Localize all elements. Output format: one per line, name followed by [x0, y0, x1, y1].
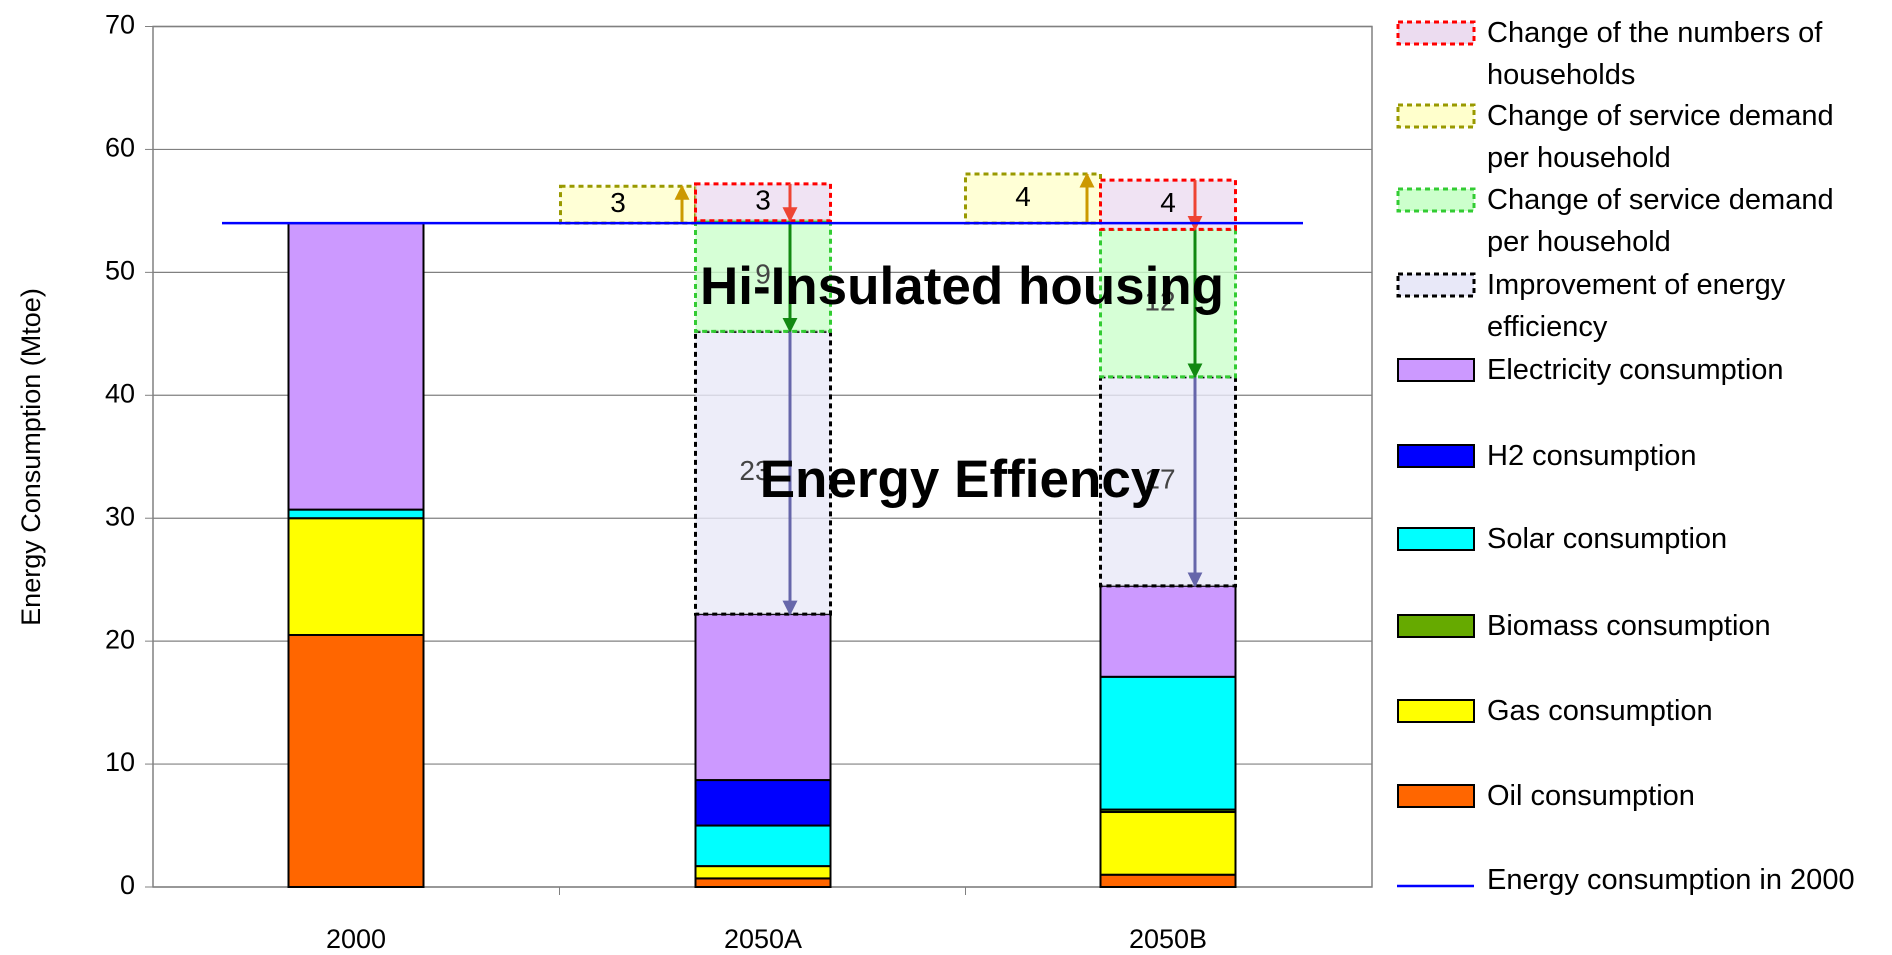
legend-swatch: [1396, 272, 1476, 298]
legend-swatch: [1397, 614, 1475, 638]
bar-segment: [1099, 873, 1237, 889]
data-label: 4: [1160, 187, 1176, 218]
data-label: 23: [739, 455, 770, 486]
data-label: 4: [1015, 181, 1031, 212]
x-tick-label: 2050B: [1129, 924, 1207, 954]
bar-segment: [287, 508, 425, 520]
data-label: 9: [755, 258, 771, 289]
x-tick-label: 2000: [326, 924, 386, 954]
legend-label: Solar consumption: [1487, 523, 1728, 555]
y-tick-label: 20: [105, 624, 135, 654]
annotation: Energy Effiency: [760, 450, 1161, 509]
legend-swatch: [1397, 358, 1475, 382]
bar-segment: [694, 219, 832, 333]
legend-label: Oil consumption: [1487, 780, 1695, 812]
bar-segment: [694, 182, 832, 223]
bar-segment: [287, 517, 425, 636]
legend-label: Biomass consumption: [1487, 610, 1771, 642]
y-tick-label: 30: [105, 501, 135, 531]
legend-swatch: [1396, 103, 1476, 129]
legend-label: Improvement of energy efficiency: [1487, 269, 1786, 343]
legend-swatch: [1396, 20, 1476, 46]
bar-segment: [287, 633, 425, 888]
legend-swatch: [1397, 699, 1475, 723]
legend-label: Change of the numbers of households: [1487, 17, 1823, 91]
bar-segment: [1099, 675, 1237, 811]
legend-label: H2 consumption: [1487, 440, 1697, 472]
bar-segment: [1099, 811, 1237, 876]
bar-segment: [1099, 178, 1237, 231]
annotation: Hi-Insulated housing: [700, 257, 1224, 316]
legend-swatch: [1396, 187, 1476, 213]
bar-segment: [694, 877, 832, 889]
legend-label: Change of service demand per household: [1487, 100, 1834, 174]
legend-swatch: [1397, 784, 1475, 808]
y-tick-label: 50: [105, 255, 135, 285]
y-axis-label: Energy Consumption (Mtoe): [16, 288, 46, 626]
legend-label: Gas consumption: [1487, 695, 1713, 727]
bar-segment: [287, 222, 425, 511]
legend-label: Energy consumption in 2000: [1487, 864, 1855, 896]
bar-segment: [1099, 584, 1237, 678]
legend-swatch: [1397, 527, 1475, 551]
data-label: 3: [755, 185, 771, 216]
data-label: 17: [1144, 464, 1175, 495]
bar-segment: [694, 865, 832, 880]
legend-label: Electricity consumption: [1487, 354, 1784, 386]
legend-swatch: [1397, 444, 1475, 468]
y-tick-label: 0: [120, 870, 135, 900]
bar-segment: [559, 184, 697, 225]
y-tick-label: 40: [105, 378, 135, 408]
legend-label: Change of service demand per household: [1487, 184, 1834, 258]
data-label: 3: [610, 187, 626, 218]
y-tick-label: 70: [105, 10, 135, 40]
bar-segment: [694, 779, 832, 827]
y-tick-label: 60: [105, 133, 135, 163]
x-tick-label: 2050A: [724, 924, 802, 954]
bar-segment: [964, 172, 1102, 225]
bar-segment: [694, 824, 832, 868]
data-label: 12: [1144, 285, 1175, 316]
bar-segment: [694, 613, 832, 782]
y-tick-label: 10: [105, 747, 135, 777]
